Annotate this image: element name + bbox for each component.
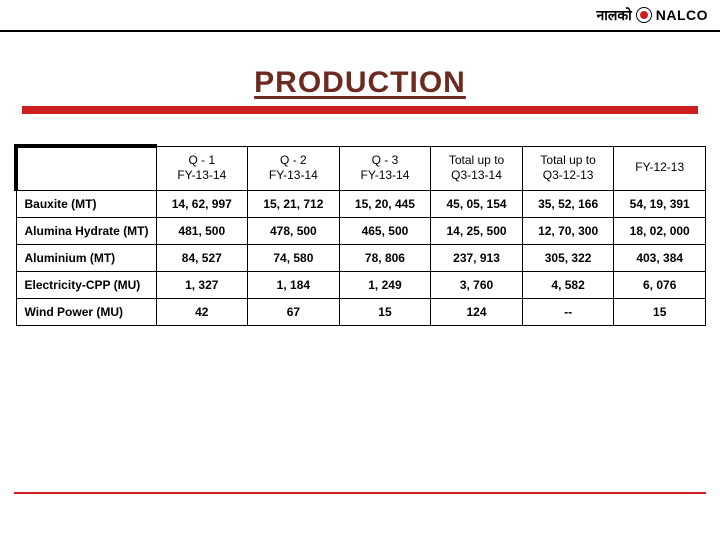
logo-devanagari-text: नालको <box>596 6 631 25</box>
table-body: Bauxite (MT) 14, 62, 997 15, 21, 712 15,… <box>16 190 706 325</box>
cell: 67 <box>248 298 340 325</box>
table-header-blank <box>16 146 156 190</box>
table-row: Wind Power (MU) 42 67 15 124 -- 15 <box>16 298 706 325</box>
table-row: Alumina Hydrate (MT) 481, 500 478, 500 4… <box>16 217 706 244</box>
cell: -- <box>522 298 614 325</box>
cell: 15 <box>339 298 431 325</box>
title-underline-bar <box>22 106 698 114</box>
table-header-fy1213: FY-12-13 <box>614 146 706 190</box>
cell: 15 <box>614 298 706 325</box>
header-bar: नालको NALCO <box>0 0 720 32</box>
cell: 78, 806 <box>339 244 431 271</box>
logo-latin-text: NALCO <box>656 7 708 23</box>
cell: 237, 913 <box>431 244 523 271</box>
table-row: Aluminium (MT) 84, 527 74, 580 78, 806 2… <box>16 244 706 271</box>
cell: 74, 580 <box>248 244 340 271</box>
title-wrap: PRODUCTION <box>0 66 720 100</box>
cell: 84, 527 <box>156 244 248 271</box>
row-label-alumina: Alumina Hydrate (MT) <box>16 217 156 244</box>
table-header-total-1213: Total up toQ3-12-13 <box>522 146 614 190</box>
cell: 14, 25, 500 <box>431 217 523 244</box>
table-row: Electricity-CPP (MU) 1, 327 1, 184 1, 24… <box>16 271 706 298</box>
table-header-q1: Q - 1FY-13-14 <box>156 146 248 190</box>
cell: 4, 582 <box>522 271 614 298</box>
company-logo: नालको NALCO <box>596 6 708 25</box>
cell: 3, 760 <box>431 271 523 298</box>
production-table: Q - 1FY-13-14 Q - 2FY-13-14 Q - 3FY-13-1… <box>14 144 706 326</box>
cell: 45, 05, 154 <box>431 190 523 217</box>
cell: 1, 249 <box>339 271 431 298</box>
cell: 403, 384 <box>614 244 706 271</box>
cell: 478, 500 <box>248 217 340 244</box>
cell: 15, 21, 712 <box>248 190 340 217</box>
cell: 1, 184 <box>248 271 340 298</box>
table-row: Bauxite (MT) 14, 62, 997 15, 21, 712 15,… <box>16 190 706 217</box>
table-header-row: Q - 1FY-13-14 Q - 2FY-13-14 Q - 3FY-13-1… <box>16 146 706 190</box>
footer-red-line <box>14 492 706 494</box>
cell: 6, 076 <box>614 271 706 298</box>
row-label-electricity: Electricity-CPP (MU) <box>16 271 156 298</box>
cell: 481, 500 <box>156 217 248 244</box>
cell: 54, 19, 391 <box>614 190 706 217</box>
nalco-logo-icon <box>636 7 652 23</box>
cell: 305, 322 <box>522 244 614 271</box>
cell: 18, 02, 000 <box>614 217 706 244</box>
production-table-wrap: Q - 1FY-13-14 Q - 2FY-13-14 Q - 3FY-13-1… <box>14 144 706 326</box>
row-label-windpower: Wind Power (MU) <box>16 298 156 325</box>
cell: 124 <box>431 298 523 325</box>
row-label-bauxite: Bauxite (MT) <box>16 190 156 217</box>
cell: 35, 52, 166 <box>522 190 614 217</box>
cell: 42 <box>156 298 248 325</box>
cell: 465, 500 <box>339 217 431 244</box>
cell: 14, 62, 997 <box>156 190 248 217</box>
cell: 15, 20, 445 <box>339 190 431 217</box>
row-label-aluminium: Aluminium (MT) <box>16 244 156 271</box>
table-header-q2: Q - 2FY-13-14 <box>248 146 340 190</box>
page-title: PRODUCTION <box>254 66 466 99</box>
table-header-total-1314: Total up toQ3-13-14 <box>431 146 523 190</box>
table-header-q3: Q - 3FY-13-14 <box>339 146 431 190</box>
cell: 1, 327 <box>156 271 248 298</box>
cell: 12, 70, 300 <box>522 217 614 244</box>
